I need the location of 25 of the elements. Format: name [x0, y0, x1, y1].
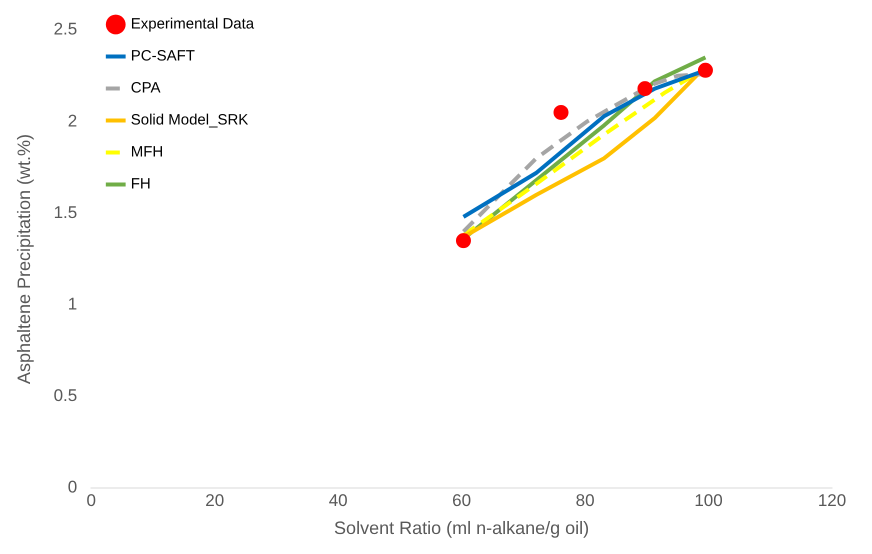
x-tick-label: 120 — [818, 490, 846, 510]
point — [637, 81, 652, 96]
legend-label: Solid Model_SRK — [130, 112, 248, 129]
point — [554, 104, 569, 120]
x-tick-label: 100 — [694, 490, 723, 510]
legend-label: MFH — [130, 144, 164, 161]
legend-label: Experimental Data — [130, 16, 255, 33]
y-tick-label: 2.5 — [54, 20, 78, 39]
y-tick-label: 0 — [68, 478, 78, 497]
x-tick-label: 20 — [205, 490, 224, 510]
x-tick-label: 0 — [86, 490, 96, 510]
point — [456, 233, 471, 248]
legend-label: PC-SAFT — [130, 48, 195, 65]
y-tick-label: 2 — [68, 111, 78, 130]
y-tick-label: 0.5 — [54, 386, 78, 406]
x-tick-label: 40 — [328, 490, 348, 510]
x-tick-label: 80 — [576, 490, 595, 510]
y-axis-title: Asphaltene Precipitation (wt.%) — [14, 134, 34, 384]
x-axis-title: Solvent Ratio (ml n-alkane/g oil) — [334, 518, 590, 538]
point — [698, 62, 713, 78]
legend-label: CPA — [130, 80, 160, 97]
y-tick-label: 1 — [68, 294, 78, 314]
y-tick-label: 1.5 — [54, 202, 78, 222]
legend-label: FH — [130, 176, 151, 193]
x-tick-label: 60 — [452, 490, 472, 510]
